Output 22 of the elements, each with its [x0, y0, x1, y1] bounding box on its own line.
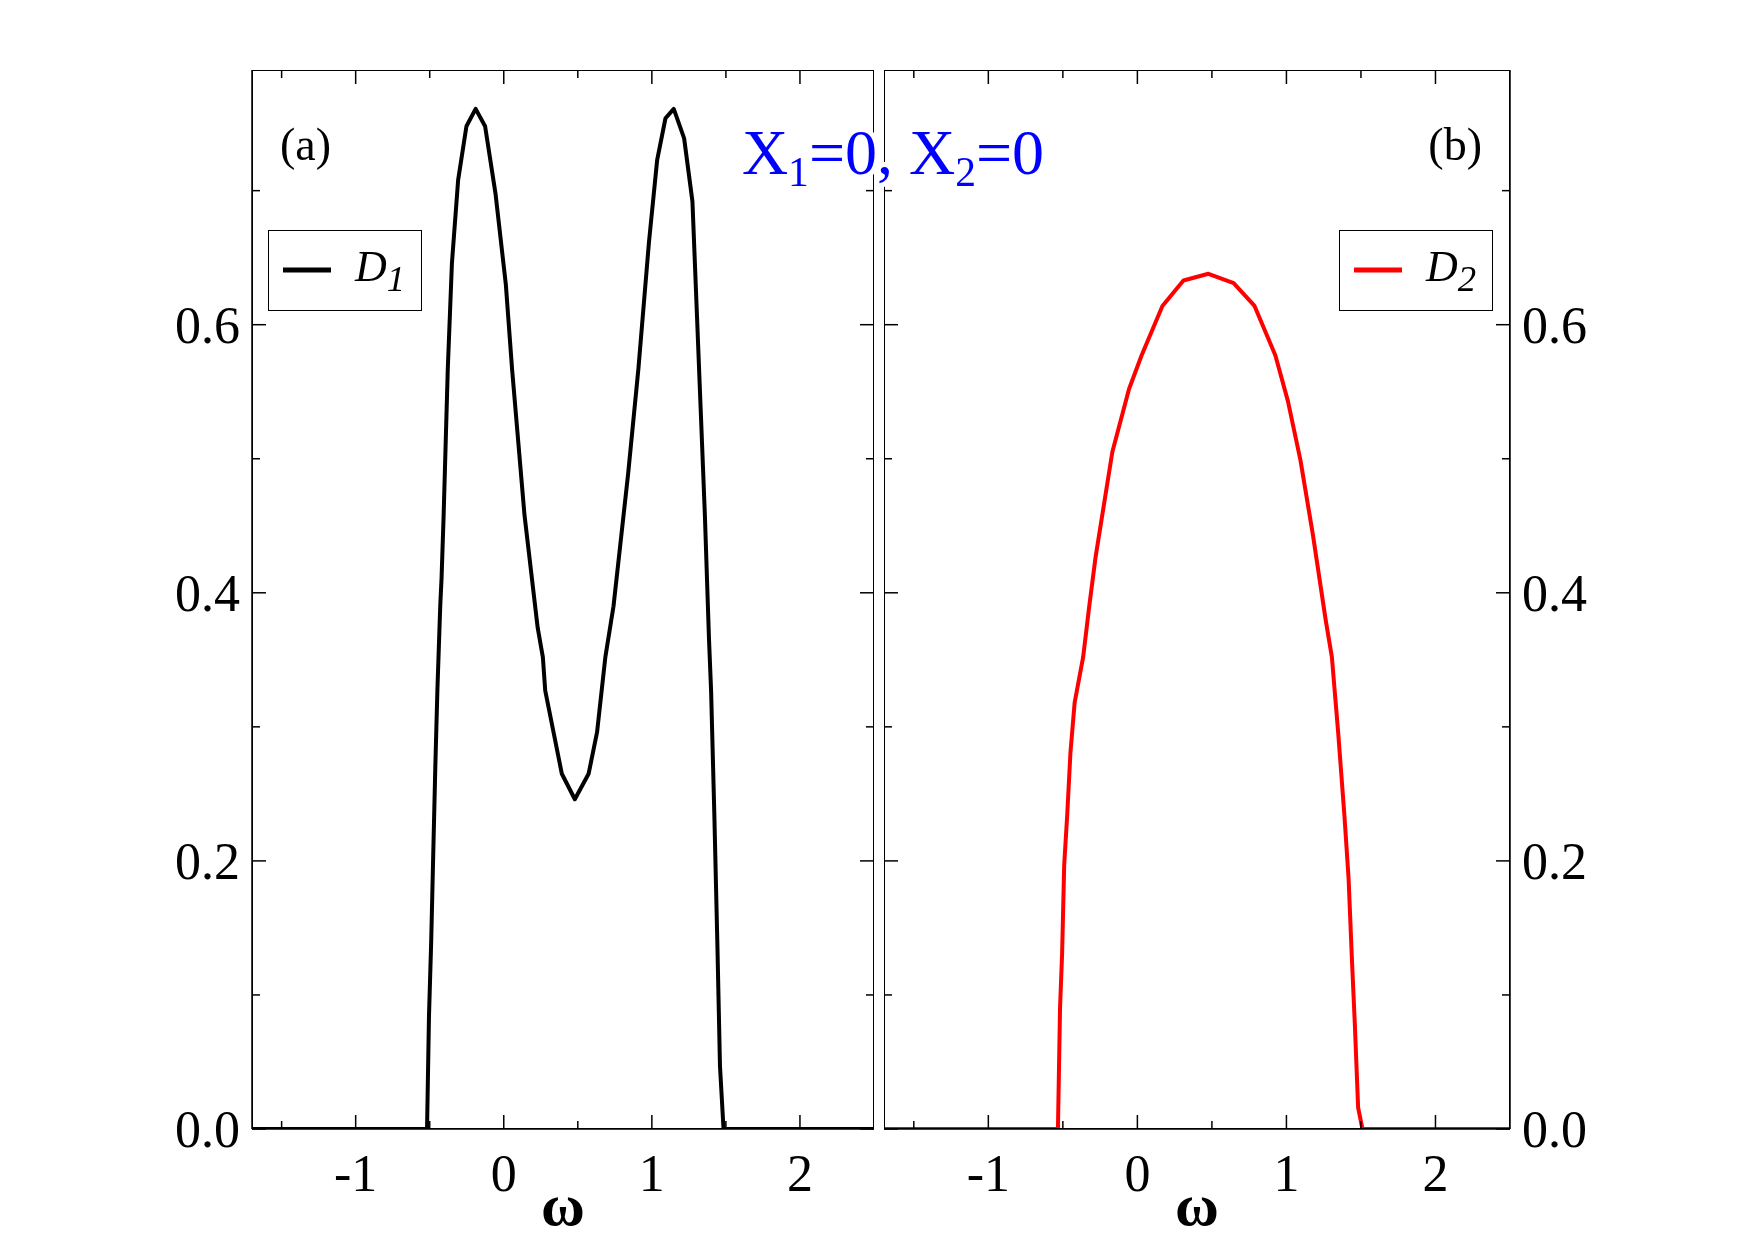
y-tick-label: 0.4 [1522, 564, 1587, 622]
legend-label: D$_{2}$ [1426, 241, 1477, 300]
y-tick-label: 0.0 [1522, 1101, 1587, 1158]
x-tick-label: 2 [1422, 1145, 1449, 1202]
annotation: (b) [1428, 119, 1482, 170]
y-tick-label: 0.6 [1522, 296, 1587, 354]
y-tick-label: 0.2 [1522, 832, 1587, 890]
y-tick-label: 0.6 [175, 296, 240, 354]
y-tick-label: 0.4 [175, 564, 240, 622]
x-axis-title: ω [541, 1172, 585, 1238]
x-tick-label: 2 [786, 1145, 813, 1202]
x-tick-label: -1 [966, 1145, 1010, 1202]
y-tick-label: 0.0 [175, 1101, 240, 1158]
x-tick-label: 1 [1273, 1145, 1300, 1202]
x-axis-title: ω [1175, 1172, 1219, 1238]
annotation: (a) [280, 119, 332, 170]
y-tick-label: 0.2 [175, 832, 240, 890]
x-tick-label: 0 [490, 1145, 517, 1202]
x-tick-label: -1 [334, 1145, 378, 1202]
legend-label: D$_{1}$ [355, 241, 406, 300]
x-tick-label: 0 [1124, 1145, 1151, 1202]
x-tick-label: 1 [638, 1145, 665, 1202]
